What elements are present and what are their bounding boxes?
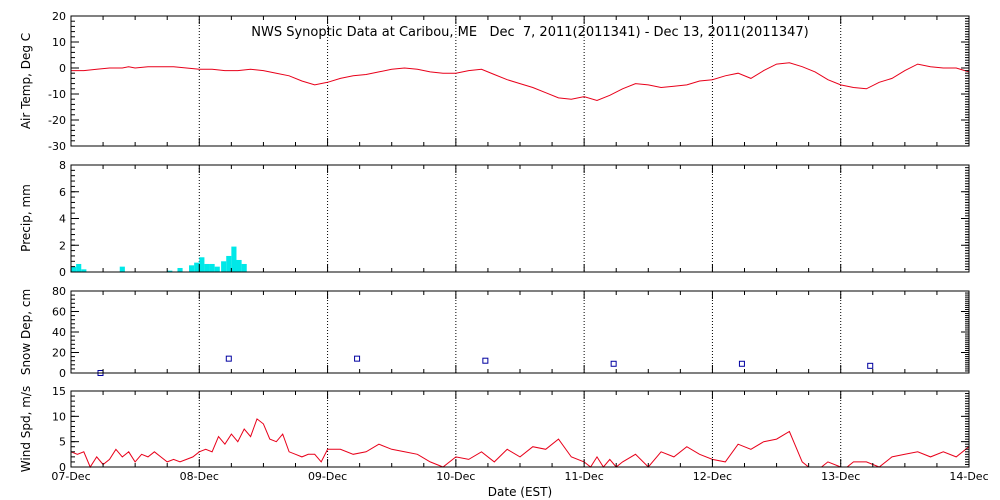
precip-bar: [209, 263, 215, 272]
snow-depth-point: [738, 360, 745, 367]
precip-bar: [76, 263, 82, 272]
y-tick-label: 5: [59, 436, 66, 449]
x-tick-label: 08-Dec: [180, 470, 219, 483]
chart-title: NWS Synoptic Data at Caribou, ME Dec 7, …: [251, 25, 809, 40]
y-tick-label: 10: [52, 410, 66, 423]
precip-bar: [199, 257, 205, 272]
y-tick-label: 8: [59, 159, 66, 172]
x-tick-label: 07-Dec: [51, 470, 90, 483]
series-line-air-temp: [71, 62, 970, 102]
precip-bar: [231, 246, 237, 272]
plot-frame: [70, 164, 970, 273]
snow-depth-point: [482, 357, 489, 364]
precip-bar: [167, 270, 173, 272]
y-tick-label: 0: [59, 461, 66, 474]
snow-depth-point: [225, 355, 232, 362]
y-tick-label: 0: [59, 62, 66, 75]
y-tick-label: 0: [59, 266, 66, 279]
x-tick-label: 13-Dec: [821, 470, 860, 483]
y-tick-label: 20: [52, 347, 66, 360]
y-axis-title: Snow Dep, cm: [19, 289, 33, 375]
plot-frame: [70, 390, 970, 468]
precip-bar: [204, 263, 210, 272]
precip-bar: [214, 266, 220, 272]
y-tick-label: -30: [48, 140, 66, 153]
panel-wind-speed: 0 5 10 15 Wind Spd, m/s: [19, 385, 970, 474]
panel-precip: 0 2 4 6 8 Precip, mm: [19, 159, 970, 279]
precip-bar: [241, 263, 247, 272]
y-axis-title: Wind Spd, m/s: [19, 386, 33, 472]
y-tick-label: 4: [59, 213, 66, 226]
x-tick-label: 10-Dec: [436, 470, 475, 483]
snow-depth-point: [354, 355, 361, 362]
y-tick-label: 0: [59, 367, 66, 380]
y-tick-label: 6: [59, 186, 66, 199]
y-tick-label: -20: [48, 114, 66, 127]
precip-bar: [119, 266, 125, 272]
precip-bar: [194, 262, 200, 272]
snow-depth-point: [867, 362, 874, 369]
chart-panels: -30 -20 -10 0 10 20 Air Temp, Deg C 0 2 4 6 8 Precip…: [19, 10, 989, 483]
y-tick-label: 15: [52, 385, 66, 398]
precip-bar: [71, 266, 77, 272]
x-tick-label: 14-Dec: [949, 470, 988, 483]
y-tick-label: 60: [52, 306, 66, 319]
y-tick-label: 20: [52, 10, 66, 23]
precip-bar: [236, 259, 242, 272]
precip-bar: [81, 269, 87, 272]
x-tick-label: 12-Dec: [693, 470, 732, 483]
precip-bar: [221, 261, 227, 272]
precip-bar: [189, 265, 195, 272]
y-tick-label: -10: [48, 88, 66, 101]
precip-bar: [177, 267, 183, 272]
x-axis-title: Date (EST): [488, 485, 552, 499]
y-axis-title: Air Temp, Deg C: [19, 33, 33, 129]
y-tick-label: 2: [59, 239, 66, 252]
panel-snow-depth: 0 20 40 60 80 Snow Dep, cm: [19, 285, 970, 380]
y-tick-label: 10: [52, 36, 66, 49]
x-tick-label: 09-Dec: [308, 470, 347, 483]
plot-frame: [70, 290, 970, 374]
snow-depth-point: [610, 360, 617, 367]
y-axis-title: Precip, mm: [19, 184, 33, 252]
y-tick-label: 80: [52, 285, 66, 298]
x-tick-label: 11-Dec: [565, 470, 604, 483]
precip-bar: [226, 255, 232, 272]
panel-air-temp: -30 -20 -10 0 10 20 Air Temp, Deg C: [19, 10, 970, 153]
series-line-wind-speed: [70, 418, 970, 469]
y-tick-label: 40: [52, 326, 66, 339]
